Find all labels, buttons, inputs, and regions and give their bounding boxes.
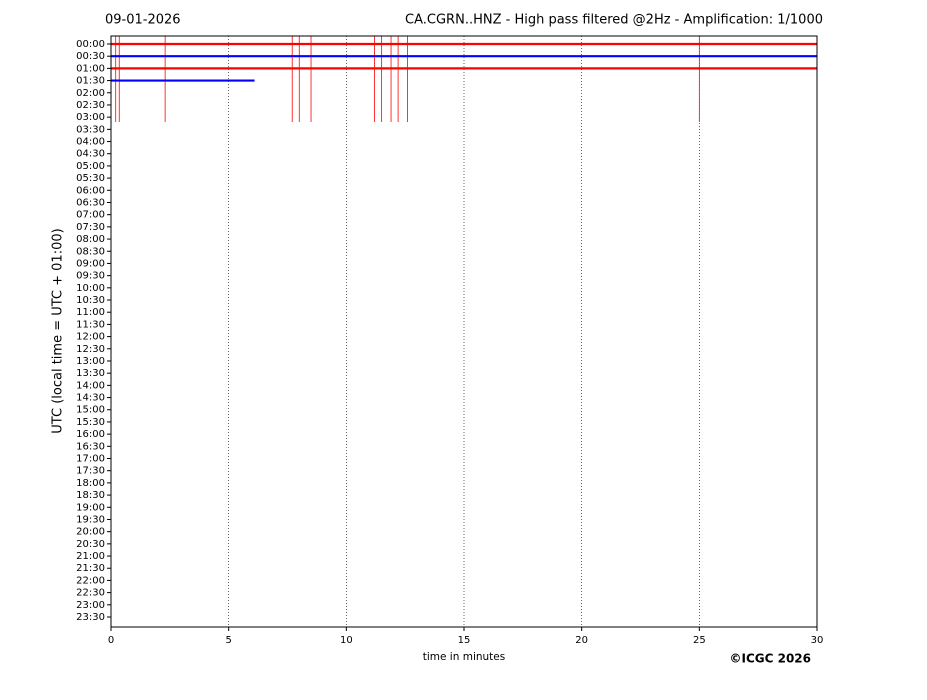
x-tick-label: 10 <box>340 635 353 646</box>
y-tick-label: 02:00 <box>76 88 105 99</box>
y-tick-label: 07:00 <box>76 210 105 221</box>
y-tick-label: 10:30 <box>76 295 105 306</box>
x-axis-label: time in minutes <box>423 651 505 663</box>
y-tick-label: 22:30 <box>76 588 105 599</box>
y-tick-label: 20:30 <box>76 539 105 550</box>
y-tick-label: 09:00 <box>76 258 105 269</box>
y-tick-label: 00:30 <box>76 51 105 62</box>
y-tick-label: 00:00 <box>76 39 105 50</box>
y-tick-label: 12:30 <box>76 344 105 355</box>
y-tick-label: 06:00 <box>76 185 105 196</box>
y-tick-label: 08:30 <box>76 246 105 257</box>
y-tick-label: 11:00 <box>76 307 105 318</box>
y-tick-label: 19:30 <box>76 514 105 525</box>
chart-title: CA.CGRN..HNZ - High pass filtered @2Hz -… <box>405 13 823 28</box>
y-tick-label: 15:30 <box>76 417 105 428</box>
y-tick-label: 04:00 <box>76 137 105 148</box>
x-tick-label: 25 <box>693 635 706 646</box>
y-tick-label: 18:00 <box>76 478 105 489</box>
y-tick-label: 22:00 <box>76 575 105 586</box>
y-tick-label: 21:30 <box>76 563 105 574</box>
y-tick-label: 06:30 <box>76 197 105 208</box>
y-tick-label: 12:00 <box>76 332 105 343</box>
y-tick-label: 10:00 <box>76 283 105 294</box>
y-tick-label: 09:30 <box>76 271 105 282</box>
plot-frame <box>110 35 818 628</box>
y-tick-label: 11:30 <box>76 319 105 330</box>
y-tick-label: 13:00 <box>76 356 105 367</box>
y-tick-label: 02:30 <box>76 100 105 111</box>
y-tick-label: 03:30 <box>76 124 105 135</box>
y-tick-label: 13:30 <box>76 368 105 379</box>
x-tick-label: 30 <box>811 635 824 646</box>
y-tick-label: 14:30 <box>76 393 105 404</box>
x-tick-label: 5 <box>225 635 231 646</box>
y-tick-label: 19:00 <box>76 502 105 513</box>
y-tick-label: 08:00 <box>76 234 105 245</box>
y-tick-label: 01:00 <box>76 63 105 74</box>
x-tick-label: 20 <box>575 635 588 646</box>
y-tick-label: 16:00 <box>76 429 105 440</box>
x-tick-label: 0 <box>108 635 114 646</box>
y-tick-label: 15:00 <box>76 405 105 416</box>
date: 09-01-2026 <box>105 13 181 28</box>
y-axis-label: UTC (local time = UTC + 01:00) <box>51 228 66 433</box>
y-tick-label: 05:30 <box>76 173 105 184</box>
y-tick-label: 01:30 <box>76 76 105 87</box>
y-tick-label: 14:00 <box>76 380 105 391</box>
y-tick-label: 23:30 <box>76 612 105 623</box>
y-tick-label: 23:00 <box>76 600 105 611</box>
y-tick-label: 16:30 <box>76 441 105 452</box>
y-tick-label: 03:00 <box>76 112 105 123</box>
y-tick-label: 20:00 <box>76 527 105 538</box>
y-tick-label: 18:30 <box>76 490 105 501</box>
y-tick-label: 21:00 <box>76 551 105 562</box>
y-tick-label: 05:00 <box>76 161 105 172</box>
y-tick-label: 04:30 <box>76 149 105 160</box>
y-tick-label: 17:00 <box>76 454 105 465</box>
x-tick-label: 15 <box>458 635 471 646</box>
y-tick-label: 07:30 <box>76 222 105 233</box>
copyright: ©ICGC 2026 <box>729 652 811 666</box>
y-tick-label: 17:30 <box>76 466 105 477</box>
